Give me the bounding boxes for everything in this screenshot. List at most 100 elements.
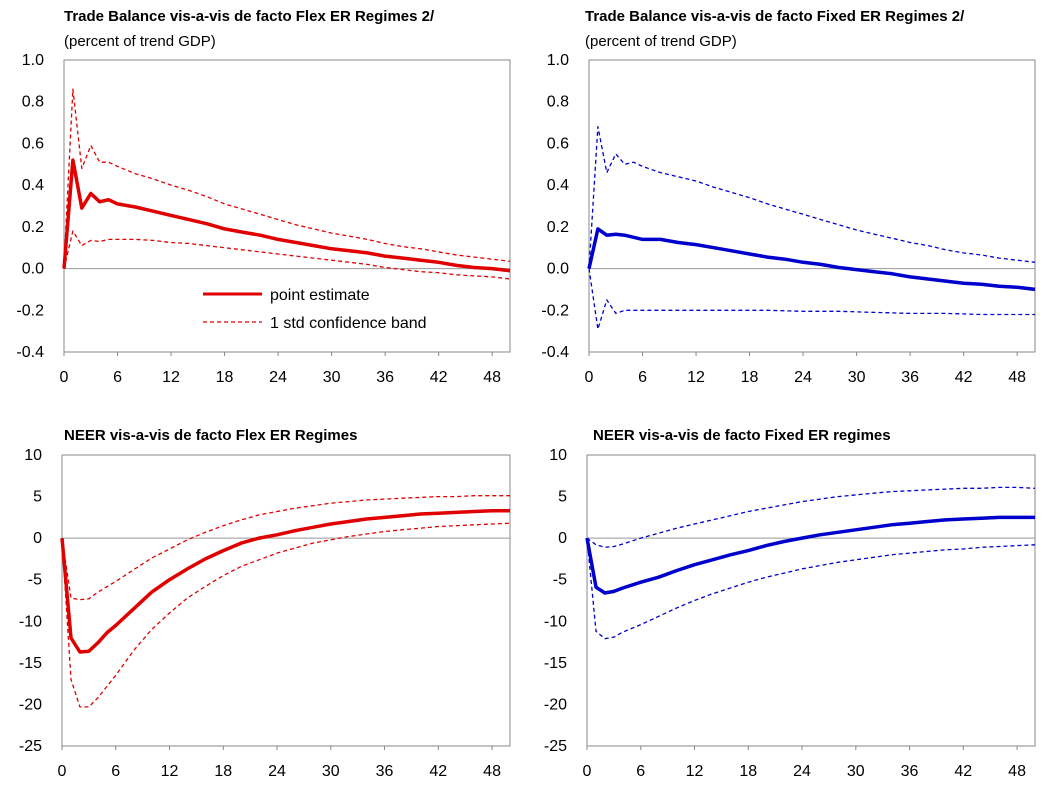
- chart-legend: point estimate 1 std confidence band: [203, 287, 427, 332]
- plot-area: -25 -20 -15 -10 -5 0 5 10 0 6 12 18 24 30 36 42 48: [544, 447, 1036, 780]
- plot-frame: [61, 454, 511, 747]
- y-tick-label: 0.0: [547, 261, 569, 278]
- x-tick-label: 30: [848, 369, 866, 386]
- x-tick-label: 24: [793, 763, 811, 780]
- legend-label-confidence-band: 1 std confidence band: [270, 315, 427, 332]
- chart-svg: Trade Balance vis-a-vis de facto Fixed E…: [541, 8, 1036, 386]
- y-tick-label: -20: [544, 696, 567, 713]
- plot-area: -25 -20 -15 -10 -5 0 5 10 0 6 12 18 24 30 36 42 48: [19, 447, 511, 780]
- x-tick-label: 30: [322, 763, 340, 780]
- x-tick-label: 12: [161, 763, 179, 780]
- y-tick-label: 0.2: [22, 219, 44, 236]
- plot-area: -0.4 -0.2 0.0 0.2 0.4 0.6 0.8 1.0 0 6 12 18 24 30 36 42…: [16, 52, 511, 386]
- y-tick-label: 0.2: [547, 219, 569, 236]
- chart-svg: NEER vis-a-vis de facto Fixed ER regimes…: [544, 427, 1036, 780]
- x-tick-label: 6: [636, 763, 645, 780]
- x-tick-label: 12: [687, 369, 705, 386]
- y-tick-label: 5: [33, 489, 42, 506]
- y-tick-label: 0.4: [547, 177, 569, 194]
- x-tick-label: 42: [955, 369, 973, 386]
- y-tick-label: -25: [544, 738, 567, 755]
- y-tick-label: -0.2: [541, 302, 569, 319]
- x-tick-label: 30: [847, 763, 865, 780]
- x-tick-label: 6: [111, 763, 120, 780]
- x-tick-label: 48: [483, 763, 501, 780]
- x-tick-label: 36: [901, 369, 919, 386]
- x-tick-label: 6: [638, 369, 647, 386]
- chart-title: Trade Balance vis-a-vis de facto Fixed E…: [585, 8, 965, 25]
- x-tick-label: 0: [60, 369, 69, 386]
- y-tick-label: 0.8: [22, 94, 44, 111]
- x-tick-label: 42: [430, 369, 448, 386]
- series-confidence-band-line: [63, 88, 511, 265]
- legend-label-point-estimate: point estimate: [270, 287, 370, 304]
- y-tick-label: -0.2: [16, 302, 44, 319]
- chart-trade-balance-fixed: Trade Balance vis-a-vis de facto Fixed E…: [525, 0, 1050, 393]
- chart-title: Trade Balance vis-a-vis de facto Flex ER…: [64, 8, 435, 25]
- x-tick-label: 18: [739, 763, 757, 780]
- x-tick-label: 48: [1008, 763, 1026, 780]
- series-confidence-band-line: [588, 268, 1035, 330]
- chart-trade-balance-flex: Trade Balance vis-a-vis de facto Flex ER…: [0, 0, 525, 393]
- chart-neer-fixed: NEER vis-a-vis de facto Fixed ER regimes…: [525, 393, 1050, 786]
- y-tick-label: 0.6: [547, 135, 569, 152]
- x-tick-label: 18: [216, 369, 234, 386]
- y-tick-label: -20: [19, 696, 42, 713]
- x-tick-label: 24: [794, 369, 812, 386]
- y-tick-label: -15: [19, 655, 42, 672]
- y-tick-label: 1.0: [22, 52, 44, 69]
- x-tick-label: 36: [376, 763, 394, 780]
- y-tick-label: 0: [558, 530, 567, 547]
- y-tick-label: 0.8: [547, 94, 569, 111]
- x-tick-label: 18: [741, 369, 759, 386]
- y-tick-label: -5: [553, 572, 567, 589]
- y-tick-label: -10: [544, 613, 567, 630]
- series-confidence-band-line: [61, 522, 511, 708]
- series-confidence-band-line: [588, 126, 1036, 269]
- y-tick-label: -0.4: [541, 344, 569, 361]
- y-tick-label: 0.4: [22, 177, 44, 194]
- y-tick-label: 0.6: [22, 135, 44, 152]
- chart-neer-flex: NEER vis-a-vis de facto Flex ER Regimes …: [0, 393, 525, 786]
- chart-svg: Trade Balance vis-a-vis de facto Flex ER…: [16, 8, 511, 386]
- x-tick-label: 0: [585, 369, 594, 386]
- series-point-estimate-line: [587, 227, 1036, 292]
- series-confidence-band-line: [586, 538, 1036, 640]
- x-tick-label: 48: [483, 369, 501, 386]
- x-tick-label: 48: [1008, 369, 1026, 386]
- x-tick-label: 18: [214, 763, 232, 780]
- x-tick-label: 24: [268, 763, 286, 780]
- x-tick-label: 0: [58, 763, 67, 780]
- series-point-estimate-line: [60, 508, 510, 654]
- x-tick-label: 12: [686, 763, 704, 780]
- y-tick-label: 10: [549, 447, 567, 464]
- x-tick-label: 42: [429, 763, 447, 780]
- series-point-estimate-line: [585, 515, 1035, 595]
- y-tick-label: 1.0: [547, 52, 569, 69]
- y-tick-label: -25: [19, 738, 42, 755]
- x-tick-label: 6: [113, 369, 122, 386]
- x-tick-label: 12: [162, 369, 180, 386]
- plot-area: -0.4 -0.2 0.0 0.2 0.4 0.6 0.8 1.0 0 6 12 18 24 30 36 42…: [541, 52, 1036, 386]
- chart-subtitle: (percent of trend GDP): [585, 33, 737, 50]
- plot-frame: [586, 454, 1036, 747]
- chart-svg: NEER vis-a-vis de facto Flex ER Regimes …: [19, 427, 511, 780]
- series-point-estimate-line: [62, 158, 511, 273]
- chart-title: NEER vis-a-vis de facto Flex ER Regimes: [64, 427, 357, 444]
- y-tick-label: -0.4: [16, 344, 44, 361]
- y-tick-label: 0.0: [22, 261, 44, 278]
- y-tick-label: 10: [24, 447, 42, 464]
- chart-subtitle: (percent of trend GDP): [64, 33, 216, 50]
- y-tick-label: -10: [19, 613, 42, 630]
- x-tick-label: 0: [583, 763, 592, 780]
- x-tick-label: 36: [376, 369, 394, 386]
- x-tick-label: 30: [323, 369, 341, 386]
- plot-frame: [588, 59, 1036, 353]
- chart-title: NEER vis-a-vis de facto Fixed ER regimes: [593, 427, 891, 444]
- series-confidence-band-line: [586, 486, 1036, 548]
- x-tick-label: 42: [954, 763, 972, 780]
- y-tick-label: -15: [544, 655, 567, 672]
- y-tick-label: -5: [28, 572, 42, 589]
- plot-frame: [63, 59, 511, 353]
- y-tick-label: 0: [33, 530, 42, 547]
